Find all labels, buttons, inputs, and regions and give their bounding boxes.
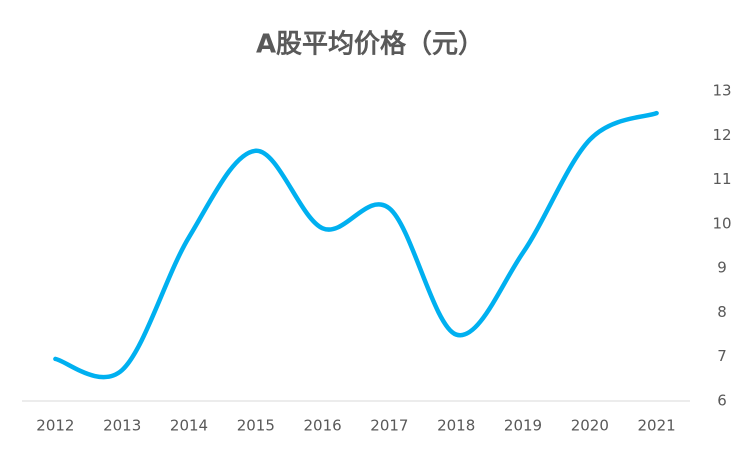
y-tick-label: 6 [717, 392, 727, 410]
x-tick-label: 2012 [36, 417, 74, 435]
x-tick-label: 2013 [103, 417, 141, 435]
y-tick-label: 11 [712, 170, 731, 188]
x-tick-label: 2019 [504, 417, 542, 435]
x-tick-label: 2014 [170, 417, 208, 435]
x-tick-label: 2015 [237, 417, 275, 435]
y-tick-label: 7 [717, 347, 727, 365]
x-tick-label: 2020 [571, 417, 609, 435]
x-tick-label: 2016 [304, 417, 342, 435]
y-tick-label: 8 [717, 303, 727, 321]
y-tick-label: 13 [712, 82, 731, 100]
y-tick-label: 9 [717, 259, 727, 277]
x-tick-label: 2017 [370, 417, 408, 435]
x-tick-label: 2018 [437, 417, 475, 435]
y-tick-label: 10 [712, 214, 731, 232]
x-tick-label: 2021 [638, 417, 676, 435]
line-series [53, 110, 659, 380]
chart-title: A股平均价格（元） [256, 29, 484, 60]
y-tick-label: 12 [712, 126, 731, 144]
